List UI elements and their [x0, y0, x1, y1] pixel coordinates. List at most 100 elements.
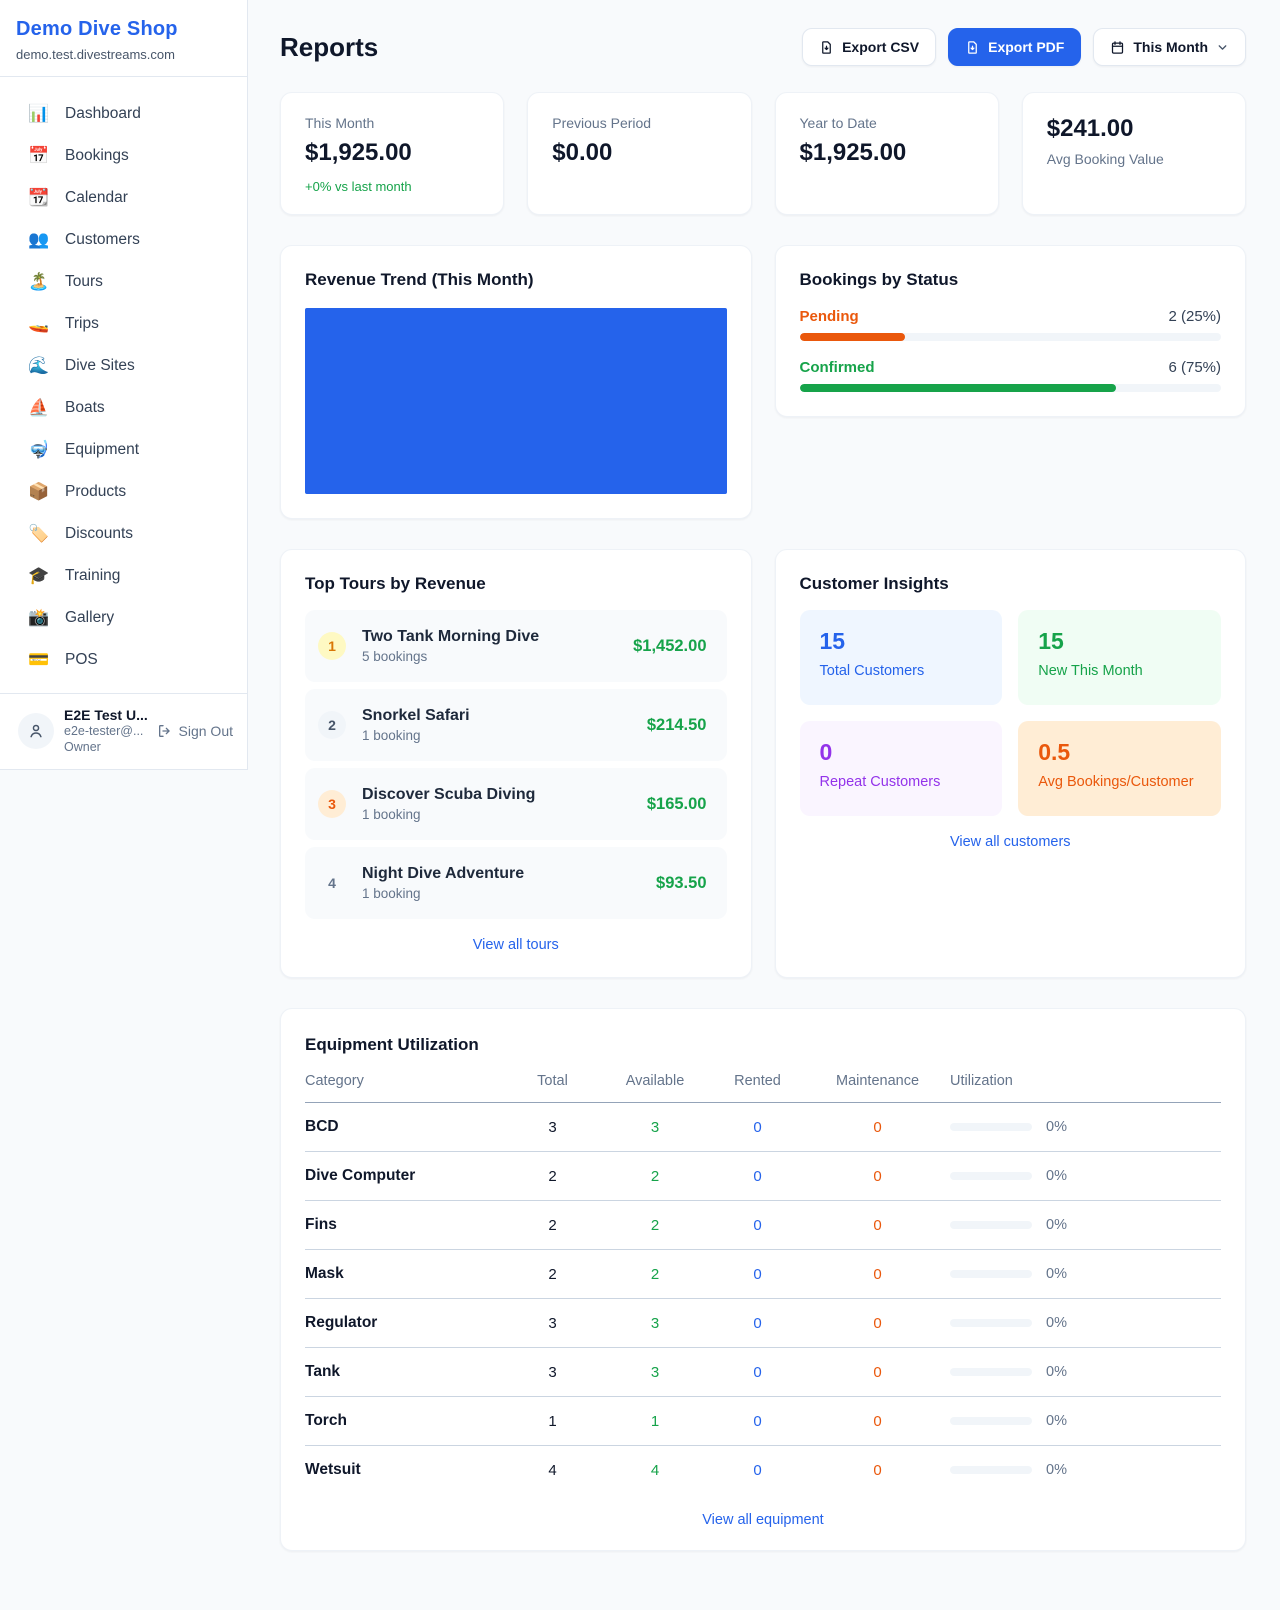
insight-tile-avg-bookings-customer: 0.5 Avg Bookings/Customer	[1018, 721, 1221, 816]
equipment-total: 3	[548, 1314, 557, 1332]
sidebar-item-trips[interactable]: 🚤 Trips	[0, 303, 247, 345]
rank-badge: 1	[318, 632, 346, 660]
sidebar-item-pos[interactable]: 💳 POS	[0, 639, 247, 681]
sidebar-item-bookings[interactable]: 📅 Bookings	[0, 135, 247, 177]
insight-tile-repeat-customers: 0 Repeat Customers	[799, 721, 1003, 816]
sidebar-item-training[interactable]: 🎓 Training	[0, 555, 247, 597]
sidebar-item-products[interactable]: 📦 Products	[0, 471, 247, 513]
stat-value: $1,925.00	[305, 139, 412, 166]
insight-value: 15	[1038, 628, 1064, 654]
insight-value: 15	[819, 628, 846, 654]
status-row-confirmed: Confirmed 6 (75%)	[799, 359, 1221, 392]
column-header-category: Category	[305, 1073, 364, 1089]
tour-row: 1 Two Tank Morning Dive 5 bookings $1,452.0…	[305, 610, 727, 682]
table-row: Wetsuit 4 4 0 0 0%	[305, 1446, 1221, 1494]
equipment-available: 3	[650, 1363, 660, 1381]
sidebar-item-label: Calendar	[65, 189, 128, 206]
tour-name: Two Tank Morning Dive	[362, 628, 540, 645]
table-row: Mask 2 2 0 0 0%	[305, 1250, 1221, 1299]
bookings-calendar-icon: 📅	[28, 146, 50, 165]
tour-bookings: 1 booking	[362, 886, 421, 901]
sidebar-item-dive-sites[interactable]: 🌊 Dive Sites	[0, 345, 247, 387]
sidebar-item-label: Trips	[65, 315, 99, 332]
insight-tile-total-customers: 15 Total Customers	[799, 610, 1003, 705]
sidebar-item-tours[interactable]: 🏝️ Tours	[0, 261, 247, 303]
equipment-utilization: 0%	[950, 1315, 1221, 1331]
equipment-maintenance: 0	[873, 1118, 882, 1136]
rank-badge: 3	[318, 790, 346, 818]
shop-domain: demo.test.divestreams.com	[16, 47, 175, 62]
period-dropdown[interactable]: This Month	[1093, 28, 1246, 66]
table-row: BCD 3 3 0 0 0%	[305, 1103, 1221, 1152]
sidebar-item-dashboard[interactable]: 📊 Dashboard	[0, 93, 247, 135]
equipment-total: 4	[548, 1461, 557, 1479]
stat-card: Year to Date $1,925.00	[774, 92, 999, 215]
gallery-camera-icon: 📸	[28, 608, 50, 627]
equipment-rented: 0	[753, 1461, 762, 1479]
middle-row: Top Tours by Revenue 1 Two Tank Morning D…	[280, 549, 1246, 978]
stat-label: Year to Date	[799, 115, 877, 131]
view-all-equipment-link[interactable]: View all equipment	[702, 1512, 824, 1528]
tour-name: Night Dive Adventure	[362, 865, 525, 882]
user-role: Owner	[64, 740, 101, 755]
equipment-category: Torch	[305, 1412, 347, 1429]
sidebar-item-discounts[interactable]: 🏷️ Discounts	[0, 513, 247, 555]
column-header-utilization: Utilization	[950, 1073, 1013, 1089]
tours-island-icon: 🏝️	[28, 272, 50, 291]
tour-name: Snorkel Safari	[362, 707, 470, 724]
insight-value: 0	[819, 739, 833, 765]
equipment-total: 1	[548, 1412, 557, 1430]
view-all-tours-link[interactable]: View all tours	[472, 937, 559, 953]
column-header-rented: Rented	[734, 1073, 781, 1089]
utilization-bar-track	[950, 1172, 1032, 1180]
equipment-total: 3	[548, 1363, 557, 1381]
dive-sites-wave-icon: 🌊	[28, 356, 50, 375]
equipment-category: BCD	[305, 1118, 339, 1135]
utilization-percent: 0%	[1046, 1168, 1067, 1184]
file-download-icon	[968, 40, 977, 54]
tour-row: 4 Night Dive Adventure 1 booking $93.50	[305, 847, 727, 919]
header-actions: Export CSV Export PDF This Month	[802, 28, 1246, 66]
sidebar-item-calendar[interactable]: 📆 Calendar	[0, 177, 247, 219]
sidebar-item-boats[interactable]: ⛵ Boats	[0, 387, 247, 429]
stat-card: This Month $1,925.00 +0% vs last month	[280, 92, 505, 215]
export-pdf-button[interactable]: Export PDF	[948, 28, 1082, 66]
export-csv-button[interactable]: Export CSV	[802, 28, 937, 66]
tour-info: Snorkel Safari 1 booking	[362, 707, 631, 743]
sidebar-item-label: Tours	[65, 273, 103, 290]
user-email: e2e-tester@...	[64, 724, 144, 738]
equipment-available: 3	[650, 1118, 660, 1136]
utilization-bar-track	[950, 1319, 1032, 1327]
status-label: Confirmed	[799, 359, 875, 376]
view-all-customers-link[interactable]: View all customers	[949, 834, 1071, 850]
sidebar-item-label: Training	[65, 567, 121, 584]
equipment-utilization: 0%	[950, 1119, 1221, 1135]
sidebar-item-equipment[interactable]: 🤿 Equipment	[0, 429, 247, 471]
chevron-down-icon	[1218, 44, 1227, 50]
sidebar-item-label: POS	[65, 651, 98, 668]
tour-info: Discover Scuba Diving 1 booking	[362, 786, 631, 822]
user-name: E2E Test U...	[64, 707, 148, 723]
sidebar-item-label: Gallery	[65, 609, 115, 626]
stat-label: This Month	[305, 115, 375, 131]
logout-icon	[158, 725, 170, 738]
sidebar-item-label: Dive Sites	[65, 357, 135, 374]
stat-delta: +0% vs last month	[305, 179, 412, 194]
sidebar-item-gallery[interactable]: 📸 Gallery	[0, 597, 247, 639]
equipment-available: 2	[650, 1216, 660, 1234]
sidebar-item-customers[interactable]: 👥 Customers	[0, 219, 247, 261]
equipment-category: Wetsuit	[305, 1461, 361, 1478]
page-header: Reports Export CSV Export PDF This Month	[280, 28, 1246, 66]
equipment-table-header: Category Total Available Rented Maintenance U…	[305, 1073, 1221, 1103]
tour-name: Discover Scuba Diving	[362, 786, 536, 803]
equipment-utilization: 0%	[950, 1168, 1221, 1184]
stats-row: This Month $1,925.00 +0% vs last month Prev…	[280, 92, 1246, 215]
boats-sailboat-icon: ⛵	[28, 398, 50, 417]
equipment-rented: 0	[753, 1118, 762, 1136]
utilization-percent: 0%	[1046, 1266, 1067, 1282]
equipment-mask-icon: 🤿	[28, 440, 50, 459]
sign-out-button[interactable]: Sign Out	[157, 723, 233, 739]
equipment-utilization: 0%	[950, 1217, 1221, 1233]
stat-value: $0.00	[552, 139, 613, 166]
pos-card-icon: 💳	[28, 650, 50, 669]
